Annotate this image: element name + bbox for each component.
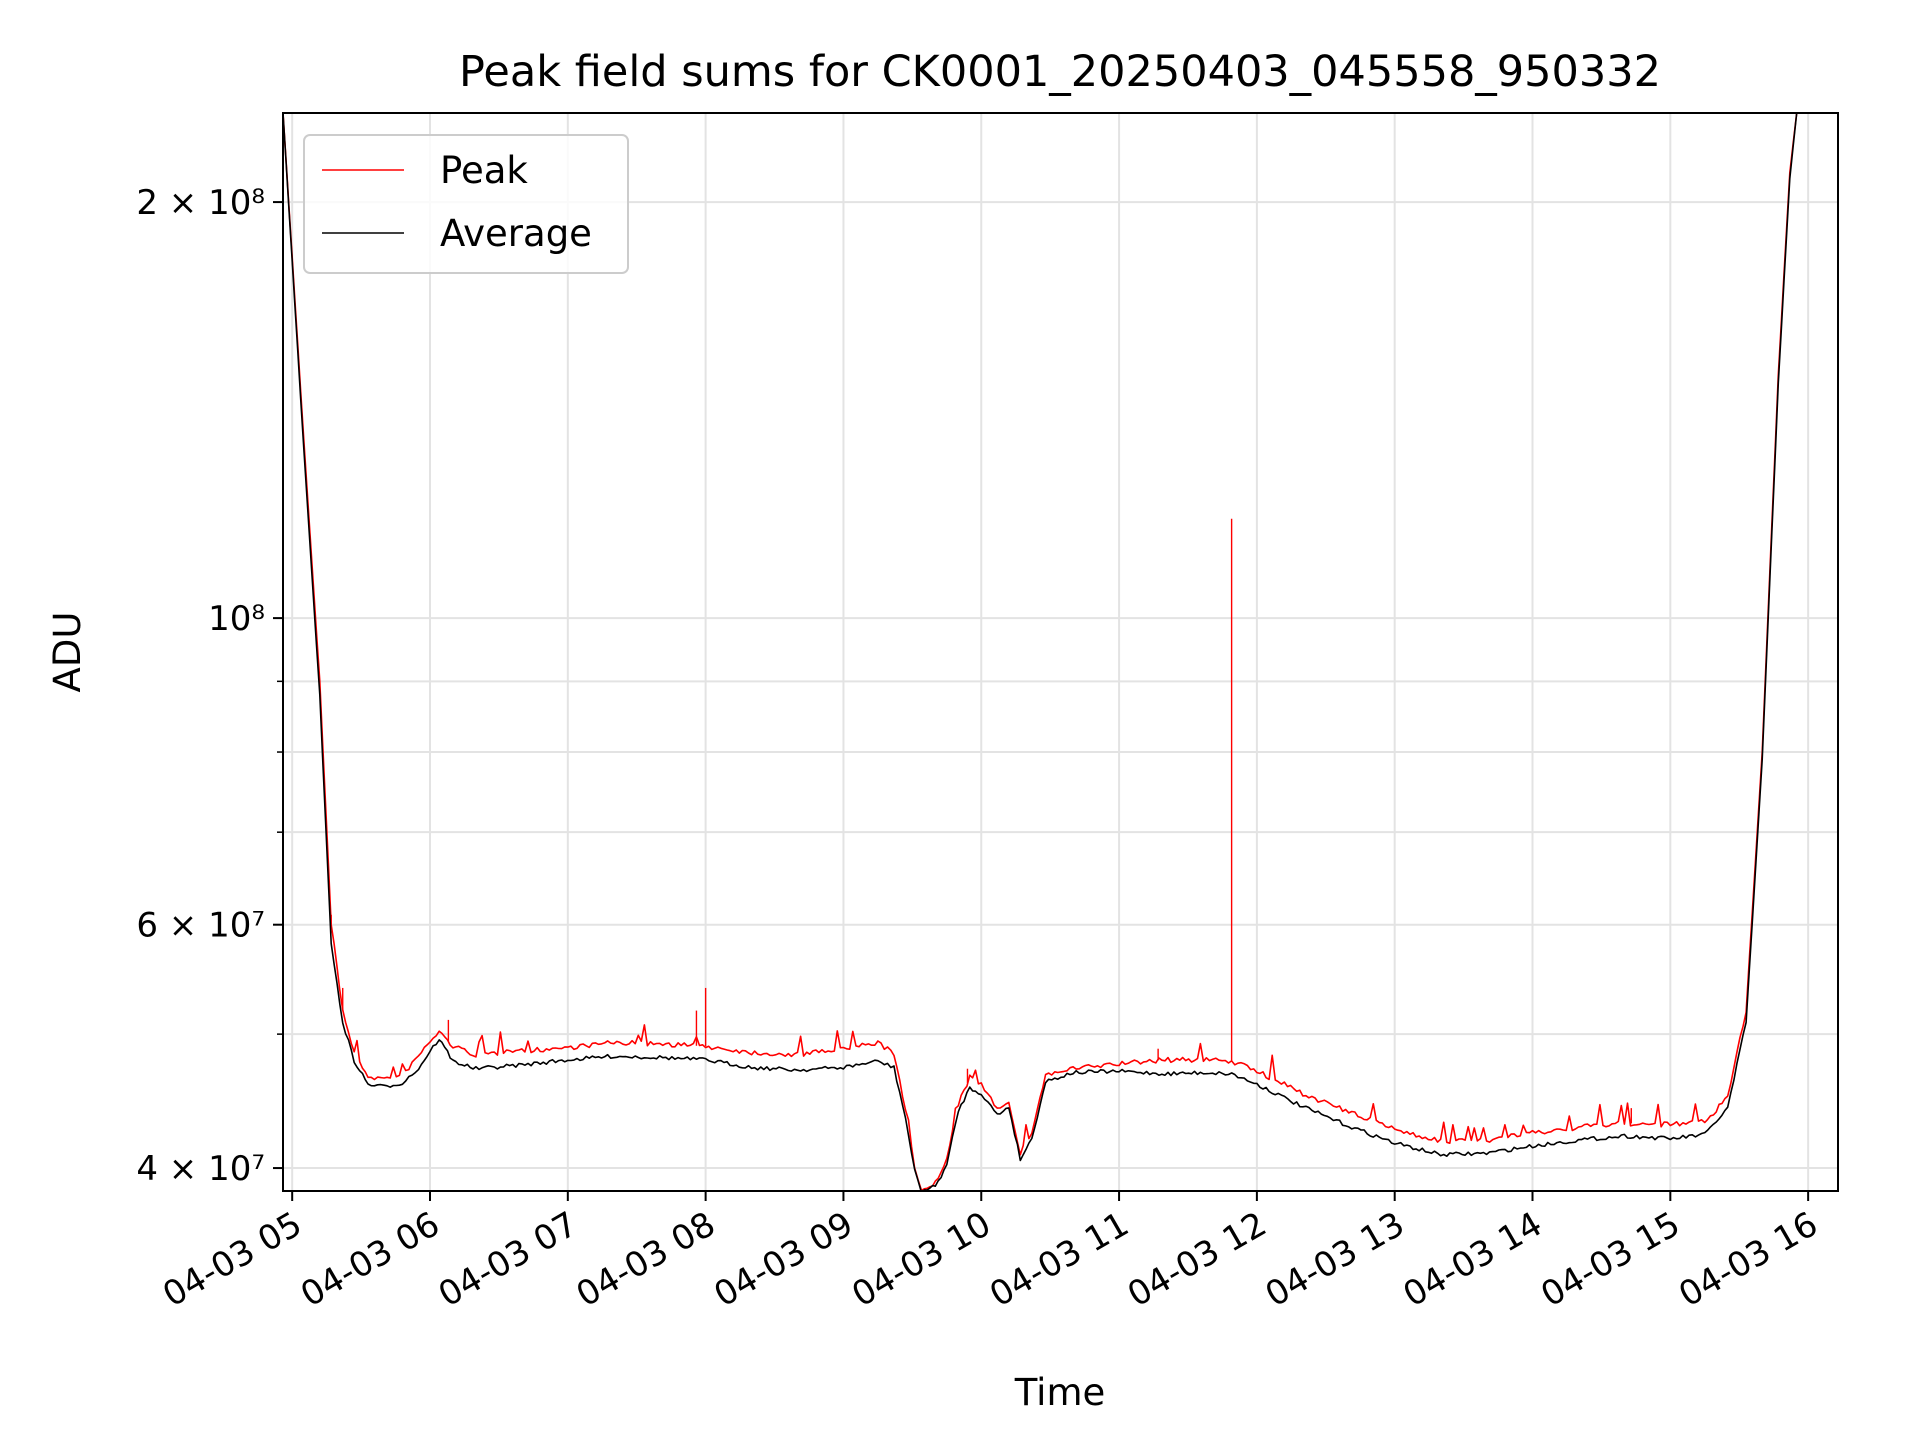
plot-lines [283,113,1798,1191]
legend: Peak Average [303,134,629,274]
plot-frame [282,112,1839,1192]
y-tick-label: 2 × 10⁸ [136,183,265,223]
y-axis: 4 × 10⁷ 6 × 10⁷ 10⁸ 2 × 10⁸ [136,183,283,1189]
y-axis-label: ADU [46,612,89,693]
y-tick-label: 6 × 10⁷ [136,906,265,946]
legend-peak-label: Peak [440,149,528,192]
series-line-peak [283,113,1798,1191]
legend-average-label: Average [440,212,592,255]
y-tick-label: 10⁸ [208,599,265,639]
x-axis-label: Time [1014,1371,1106,1414]
series-line-average [283,113,1798,1191]
plot-background [283,113,1838,1191]
chart-title: Peak field sums for CK0001_20250403_0455… [459,47,1661,97]
y-tick-label: 4 × 10⁷ [136,1149,265,1189]
grid [283,113,1838,1191]
